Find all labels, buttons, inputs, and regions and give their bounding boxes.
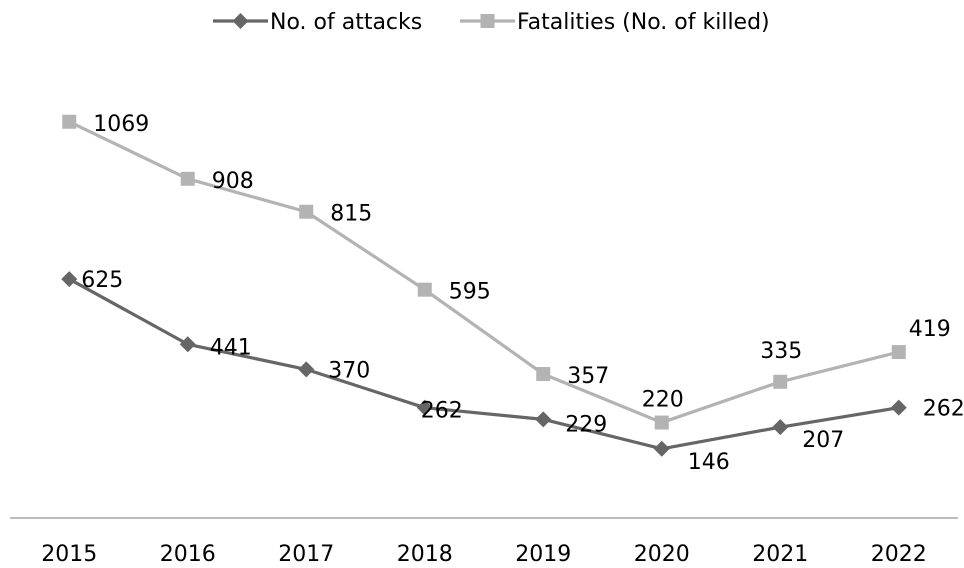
series-0 (61, 271, 907, 457)
data-label: 595 (449, 280, 491, 305)
series-line (68, 277, 900, 451)
legend-label: No. of attacks (270, 10, 422, 35)
data-label: 357 (567, 364, 609, 389)
data-label: 419 (909, 317, 951, 342)
square-marker (654, 415, 669, 430)
square-marker (62, 114, 77, 129)
legend-square-marker (480, 14, 495, 28)
data-label: 262 (923, 397, 964, 422)
x-tick-label: 2021 (752, 542, 808, 567)
square-marker (773, 374, 788, 389)
legend-label: Fatalities (No. of killed) (517, 10, 770, 35)
series-1 (62, 114, 906, 430)
square-marker (536, 367, 551, 382)
data-label: 370 (328, 358, 370, 383)
diamond-marker (61, 271, 78, 288)
data-label: 1069 (93, 112, 149, 137)
data-label: 908 (212, 169, 254, 194)
x-tick-label: 2017 (278, 542, 334, 567)
square-marker (299, 204, 314, 219)
data-label: 335 (760, 339, 802, 364)
legend-item: Fatalities (No. of killed) (460, 10, 770, 35)
diamond-marker (772, 419, 789, 436)
diamond-marker (416, 399, 433, 416)
x-tick-label: 2015 (41, 542, 97, 567)
series-layer (61, 114, 907, 457)
square-marker (417, 282, 432, 297)
x-tick-label: 2019 (515, 542, 571, 567)
legend-item: No. of attacks (213, 10, 422, 35)
data-labels: 625 441 370 262 229 146 207 262 1069 908 815 595 357… (81, 112, 964, 475)
data-label: 262 (421, 399, 463, 424)
diamond-marker (298, 361, 315, 378)
series-line (68, 120, 900, 425)
square-marker (180, 171, 195, 186)
diamond-marker (179, 336, 196, 353)
data-label: 229 (565, 412, 607, 437)
legend: No. of attacks Fatalities (No. of killed) (213, 10, 770, 35)
data-label: 220 (642, 388, 684, 413)
legend-diamond-marker (232, 13, 249, 29)
data-label: 625 (81, 268, 123, 293)
diamond-marker (890, 399, 907, 416)
diamond-marker (653, 440, 670, 457)
x-tick-label: 2020 (634, 542, 690, 567)
square-marker (891, 345, 906, 360)
diamond-marker (535, 411, 552, 428)
x-tick-label: 2016 (160, 542, 216, 567)
x-tick-label: 2018 (397, 542, 453, 567)
data-label: 207 (802, 428, 844, 453)
x-tick-label: 2022 (871, 542, 927, 567)
data-label: 815 (330, 202, 372, 227)
data-label: 146 (688, 450, 730, 475)
data-label: 441 (210, 335, 252, 360)
x-axis: 2015 2016 2017 2018 2019 2020 2021 2022 (10, 517, 958, 567)
